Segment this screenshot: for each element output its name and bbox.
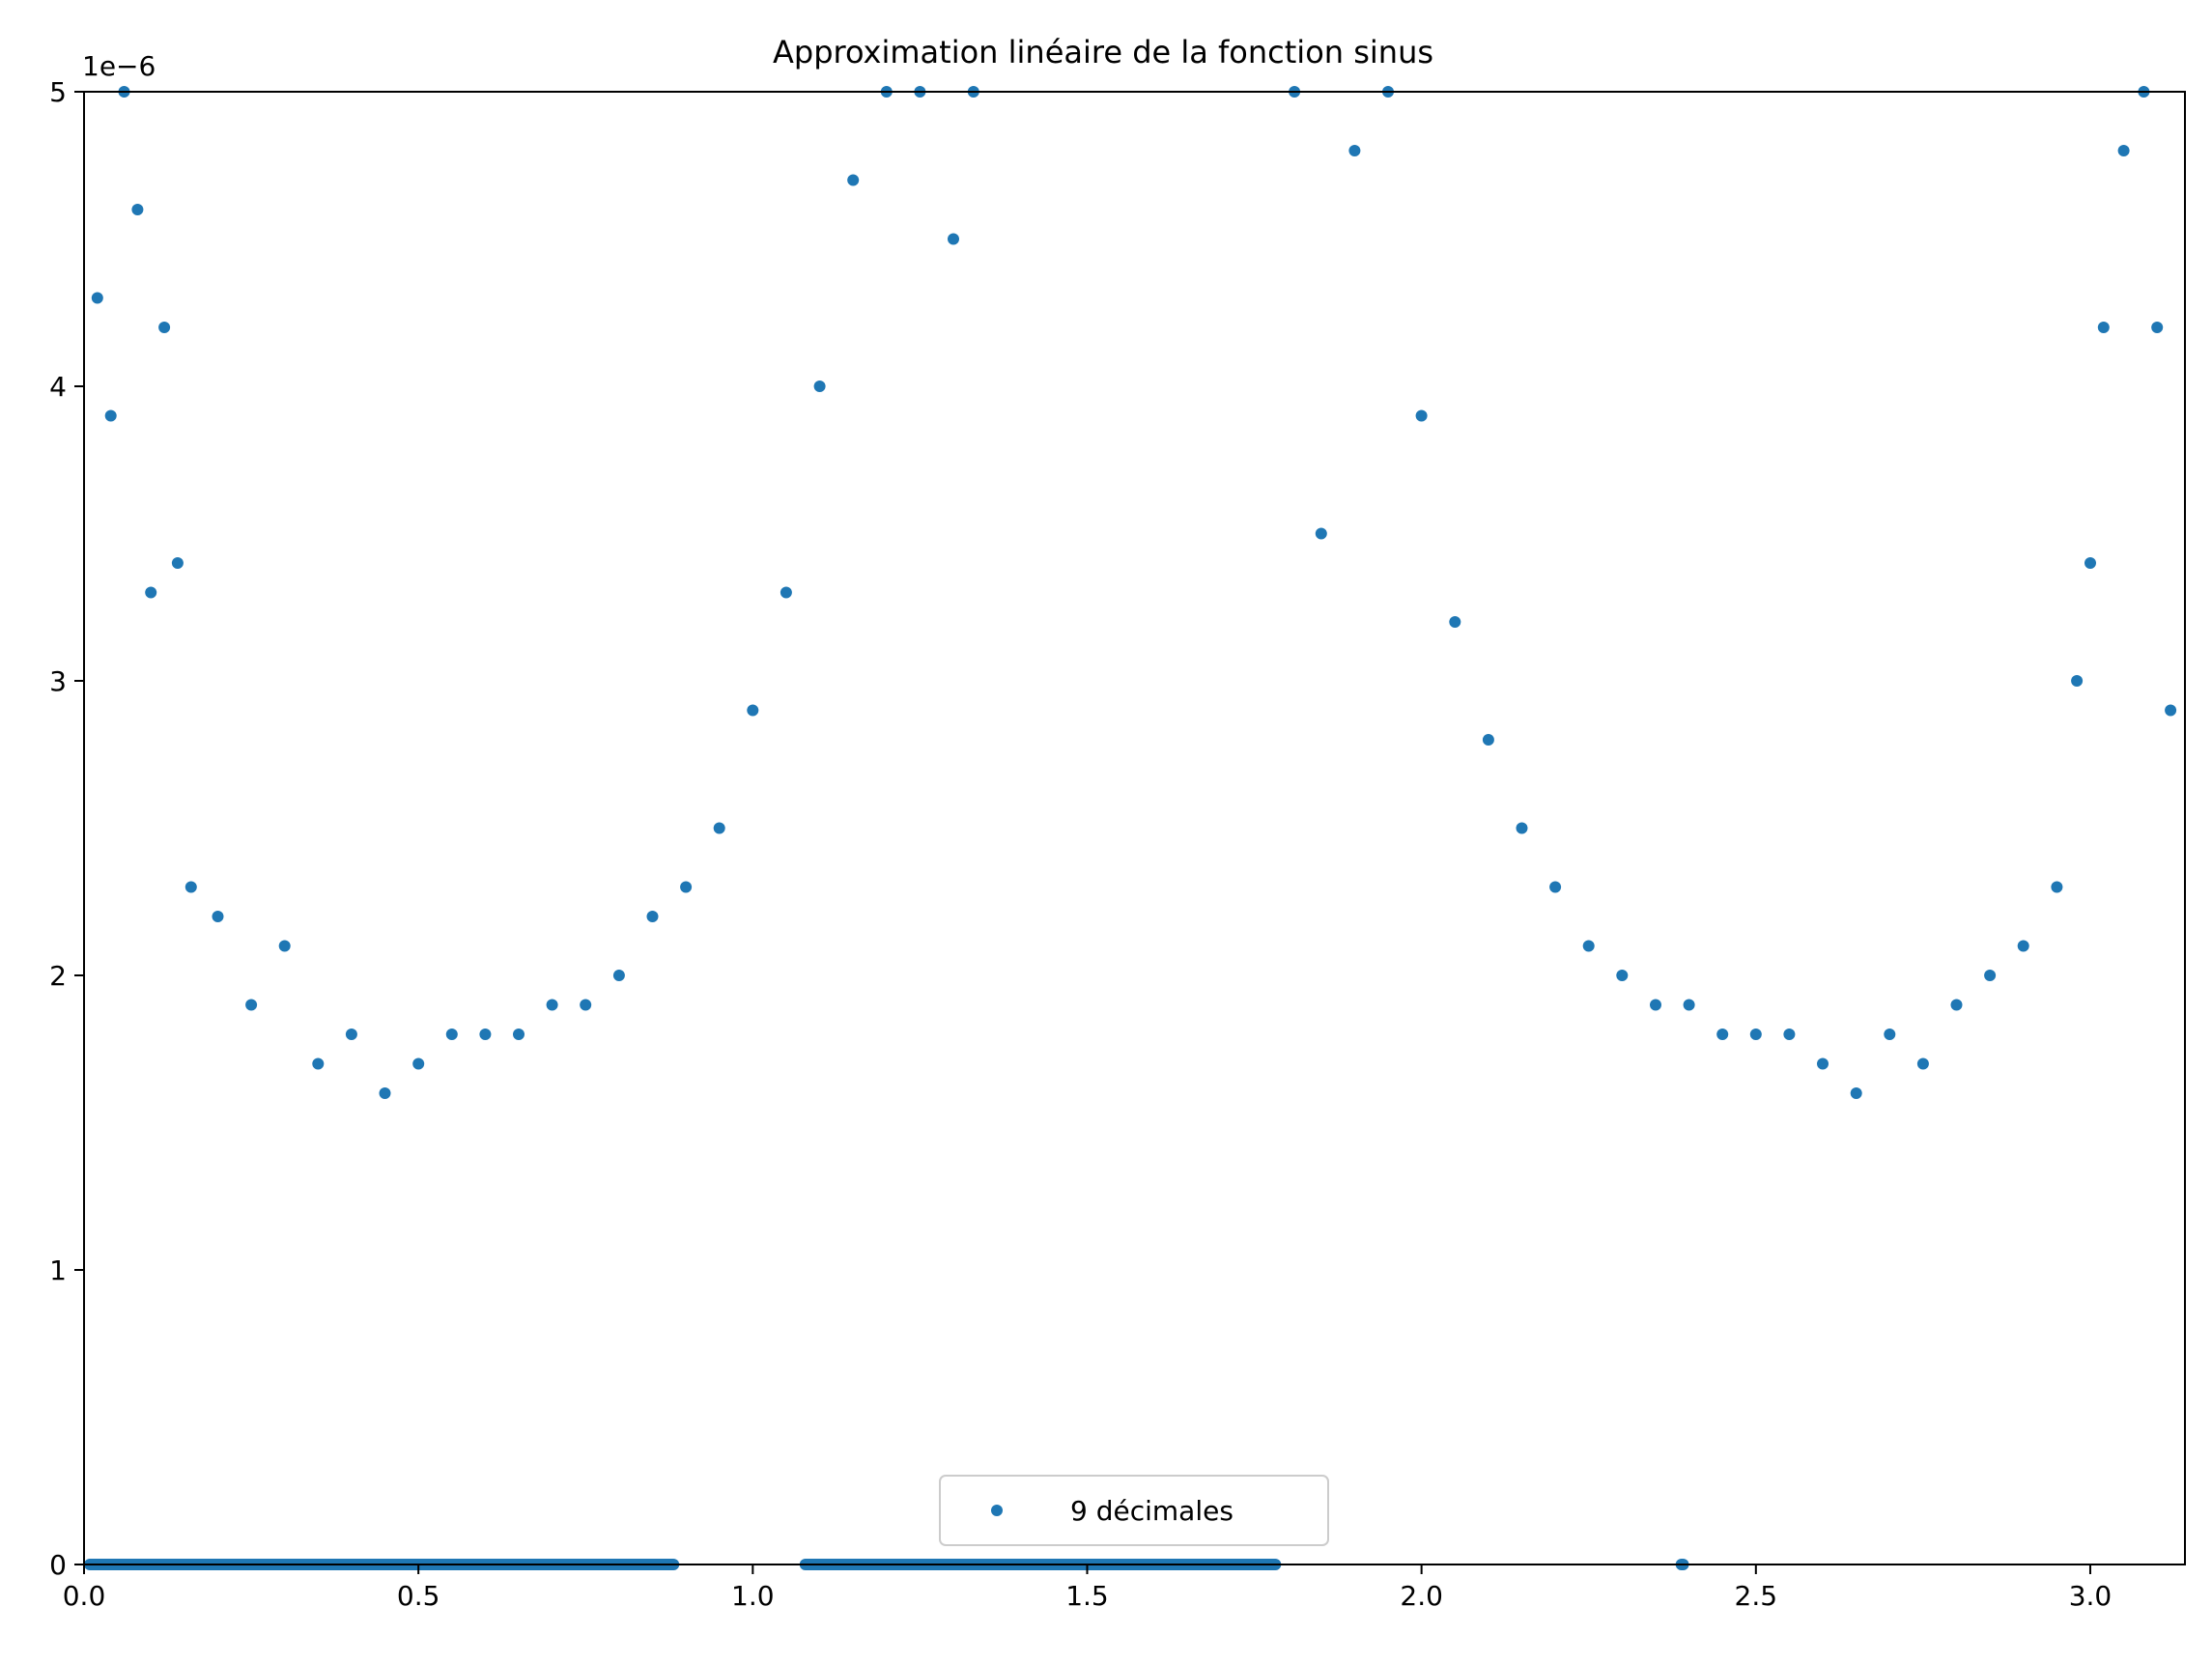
x-tick-label: 2.5 [1735, 1580, 1778, 1612]
data-point [713, 822, 725, 834]
data-point [1716, 1029, 1729, 1040]
scatter-points [91, 86, 2177, 1099]
y-tick-label: 4 [49, 371, 67, 403]
x-tick-label: 2.0 [1400, 1580, 1443, 1612]
data-point [379, 1087, 391, 1099]
x-tick-label: 0.5 [397, 1580, 440, 1612]
y-tick-label: 3 [49, 665, 67, 697]
data-point [780, 586, 792, 599]
data-point [847, 174, 860, 186]
data-point [2051, 881, 2063, 893]
data-point [546, 999, 558, 1011]
data-point [1516, 822, 1528, 834]
data-point [184, 881, 197, 893]
data-point [171, 557, 184, 569]
data-point [1616, 970, 1629, 981]
y-tick-label: 2 [49, 960, 67, 992]
data-point [1817, 1057, 1829, 1070]
x-tick-label: 0.0 [63, 1580, 106, 1612]
legend-label: 9 décimales [1070, 1495, 1234, 1527]
data-point [1449, 616, 1461, 628]
data-point [1916, 1057, 1929, 1070]
data-point [2084, 557, 2096, 569]
data-point [312, 1057, 325, 1070]
data-point [212, 911, 224, 922]
data-point [445, 1029, 458, 1040]
data-point [131, 204, 144, 215]
data-point [1749, 1029, 1762, 1040]
legend: 9 décimales [939, 1475, 1329, 1546]
data-point [1650, 999, 1661, 1011]
data-point [1683, 999, 1695, 1011]
data-point [513, 1029, 525, 1040]
y-tick-label: 1 [49, 1254, 67, 1286]
y-tick-label: 0 [49, 1549, 67, 1581]
x-axis: 0.0 0.5 1.0 1.5 2.0 2.5 3.0 [63, 1564, 2113, 1612]
data-point [91, 292, 103, 304]
plot-area-frame [83, 91, 2186, 1565]
data-point [1582, 940, 1595, 952]
x-tick-label: 3.0 [2069, 1580, 2113, 1612]
data-point [1984, 970, 1997, 981]
data-point [612, 970, 625, 981]
data-point [747, 704, 759, 717]
y-axis-scale-label: 1e−6 [82, 50, 156, 82]
data-point [1783, 1029, 1796, 1040]
data-point [2071, 675, 2084, 687]
chart-title: Approximation linéaire de la fonction si… [773, 34, 1433, 70]
data-point [1549, 881, 1562, 893]
data-point [2165, 704, 2177, 717]
data-point [412, 1057, 425, 1070]
data-point [1884, 1029, 1896, 1040]
data-point [680, 881, 693, 893]
data-point [646, 911, 659, 922]
data-point [2117, 145, 2130, 156]
data-point [245, 999, 258, 1011]
data-point [158, 322, 171, 333]
data-point [2097, 322, 2110, 333]
y-axis: 0 1 2 3 4 5 [49, 76, 84, 1581]
legend-box [939, 1475, 1329, 1546]
legend-marker [991, 1505, 1003, 1516]
data-point [1850, 1087, 1862, 1099]
data-point [145, 586, 157, 599]
y-tick-label: 5 [49, 76, 67, 108]
data-point [2151, 322, 2164, 333]
data-point [479, 1029, 492, 1040]
data-point [1482, 734, 1494, 746]
data-point [278, 940, 291, 952]
data-point [580, 999, 592, 1011]
data-point [1950, 999, 1963, 1011]
data-point [948, 233, 959, 245]
data-point [1415, 409, 1428, 422]
x-tick-label: 1.0 [731, 1580, 775, 1612]
x-tick-label: 1.5 [1065, 1580, 1109, 1612]
data-point [104, 409, 117, 422]
data-point [1348, 145, 1361, 156]
data-point [345, 1029, 357, 1040]
data-point [2017, 940, 2029, 952]
data-point [813, 381, 826, 392]
data-point [1315, 527, 1327, 540]
